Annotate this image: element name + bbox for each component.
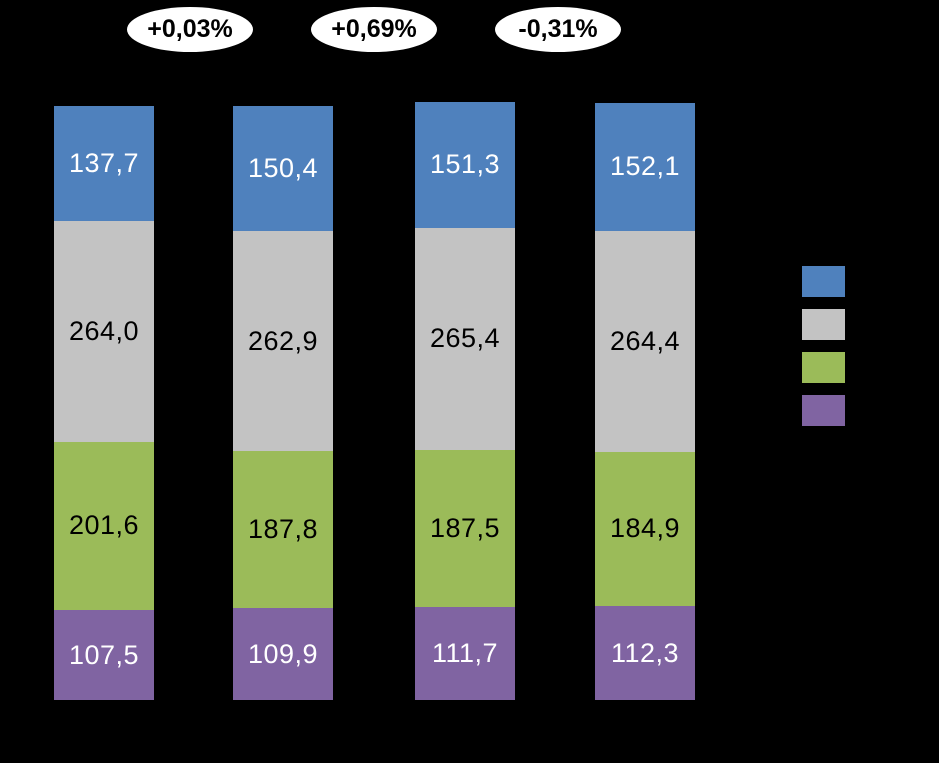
stacked-bar-1: 137,7 264,0 201,6 107,5	[54, 105, 154, 700]
stacked-bar-4: 152,1 264,4 184,9 112,3	[595, 103, 695, 700]
change-annotation-bubble: +0,69%	[311, 7, 437, 52]
data-label: 107,5	[68, 639, 140, 670]
data-label: 111,7	[431, 637, 499, 668]
bar-3-gray-segment: 265,4	[415, 228, 515, 450]
bar-3-green-segment: 187,5	[415, 449, 515, 607]
bar-2-green-segment: 187,8	[233, 451, 333, 609]
data-label: 187,8	[247, 514, 319, 545]
bar-3-purple-segment: 111,7	[415, 606, 515, 700]
bar-3-blue-segment: 151,3	[415, 101, 515, 229]
legend-swatch-purple-series	[802, 395, 845, 426]
stacked-bar-2: 150,4 262,9 187,8 109,9	[233, 105, 333, 700]
bar-1-gray-segment: 264,0	[54, 220, 154, 442]
data-label: 150,4	[247, 152, 319, 183]
bar-4-purple-segment: 112,3	[595, 606, 695, 700]
bar-2-purple-segment: 109,9	[233, 608, 333, 700]
change-annotation-text: +0,03%	[147, 15, 233, 43]
bar-4-blue-segment: 152,1	[595, 103, 695, 231]
data-label: 264,0	[68, 315, 140, 346]
data-label: 109,9	[247, 638, 319, 669]
bar-1-green-segment: 201,6	[54, 441, 154, 611]
legend-swatch-green-series	[802, 352, 845, 383]
stacked-bar-3: 151,3 265,4 187,5 111,7	[415, 101, 515, 700]
change-annotation-text: -0,31%	[518, 15, 598, 43]
data-label: 152,1	[609, 151, 681, 182]
data-label: 187,5	[429, 512, 501, 543]
data-label: 112,3	[610, 637, 680, 668]
legend-swatch-blue-series	[802, 266, 845, 297]
bar-2-blue-segment: 150,4	[233, 105, 333, 232]
data-label: 137,7	[68, 147, 140, 178]
data-label: 262,9	[247, 325, 319, 356]
data-label: 201,6	[68, 510, 140, 541]
bar-2-gray-segment: 262,9	[233, 231, 333, 452]
data-label: 265,4	[429, 323, 501, 354]
bar-1-purple-segment: 107,5	[54, 610, 154, 700]
data-label: 184,9	[609, 513, 681, 544]
bar-1-blue-segment: 137,7	[54, 105, 154, 221]
data-label: 151,3	[429, 149, 501, 180]
bar-4-green-segment: 184,9	[595, 451, 695, 607]
change-annotation-bubble: +0,03%	[127, 7, 253, 52]
bar-4-gray-segment: 264,4	[595, 230, 695, 452]
data-label: 264,4	[609, 325, 681, 356]
legend-swatch-gray-series	[802, 309, 845, 340]
change-annotation-bubble: -0,31%	[495, 7, 621, 52]
change-annotation-text: +0,69%	[331, 15, 417, 43]
